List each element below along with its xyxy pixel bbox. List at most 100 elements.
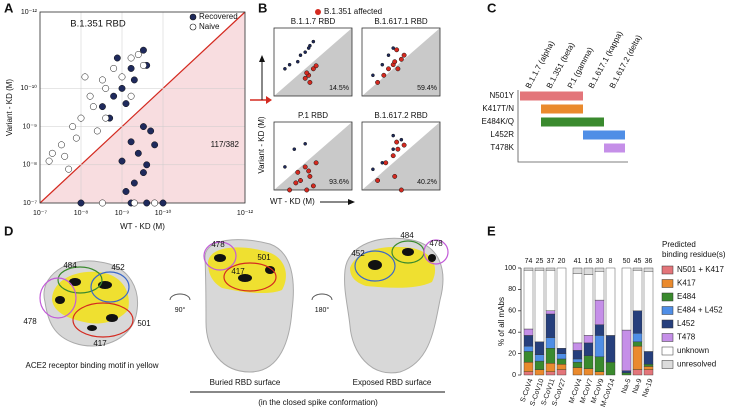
bar-segment xyxy=(594,299,605,325)
site-label: 452 xyxy=(351,249,365,258)
y-tick-label: 60 xyxy=(508,308,516,315)
bar-segment xyxy=(545,348,556,364)
rotation-arrow xyxy=(169,293,191,301)
y-tick-label: 10⁻⁹ xyxy=(23,123,37,130)
legend-label: T478 xyxy=(677,333,696,342)
bar-segment xyxy=(523,371,534,376)
point xyxy=(118,157,126,165)
legend-label: B.1.351 affected xyxy=(324,7,382,16)
bar-segment xyxy=(545,371,556,376)
point xyxy=(392,59,398,65)
site-label: 484 xyxy=(400,231,414,240)
legend-label: E484 + L452 xyxy=(677,306,723,315)
rotation-arrow xyxy=(311,293,333,301)
bar-segment xyxy=(572,273,583,344)
bar-segment xyxy=(605,267,616,336)
matrix-frame xyxy=(517,90,628,163)
legend-label: Recovered xyxy=(199,12,238,21)
y-tick-label: 0 xyxy=(512,372,516,379)
bar-segment xyxy=(534,360,545,370)
bar-segment xyxy=(534,267,545,271)
point xyxy=(304,70,310,76)
point xyxy=(77,199,85,207)
bar-segment xyxy=(643,364,654,367)
caption: (in the closed spike conformation) xyxy=(258,398,378,407)
plot-frame xyxy=(39,11,246,204)
bar-segment xyxy=(583,335,594,344)
point xyxy=(134,51,142,59)
point xyxy=(151,199,159,207)
point xyxy=(139,169,147,177)
site-label: 501 xyxy=(257,253,271,262)
mutation-label: T478K xyxy=(490,143,514,152)
legend-title: Predicted xyxy=(662,240,696,249)
bar-segment xyxy=(605,335,616,363)
annotation: 117/382 xyxy=(211,140,240,149)
point xyxy=(375,79,381,85)
bar-segment xyxy=(556,364,567,370)
point xyxy=(86,92,94,100)
y-tick-label: 10⁻⁷ xyxy=(23,200,37,207)
chart-title: P.1 RBD xyxy=(298,111,328,120)
point xyxy=(143,161,151,169)
point xyxy=(401,142,407,148)
legend-marker xyxy=(189,23,197,31)
point xyxy=(110,64,118,72)
point xyxy=(395,146,401,152)
point xyxy=(295,59,300,64)
count-label: 20 xyxy=(558,258,566,265)
y-tick-label: 10⁻¹⁰ xyxy=(20,84,37,92)
count-label: 45 xyxy=(634,258,642,265)
point xyxy=(307,173,313,179)
caption: Buried RBD surface xyxy=(210,378,281,387)
point xyxy=(143,199,151,207)
x-tick-label: Na-9 xyxy=(632,378,644,395)
point xyxy=(398,56,404,62)
bar-segment xyxy=(523,269,534,330)
point xyxy=(386,66,391,72)
count-label: 74 xyxy=(525,258,533,265)
bar-segment xyxy=(545,267,556,271)
point xyxy=(127,92,135,100)
legend-label: L452 xyxy=(677,319,695,328)
bar-segment xyxy=(594,271,605,301)
legend-swatch xyxy=(661,292,674,302)
bar-segment xyxy=(583,267,594,275)
point xyxy=(113,54,121,62)
panel-letter: C xyxy=(487,0,497,15)
chart-title: B.1.617.1 RBD xyxy=(374,17,428,26)
legend-marker xyxy=(315,9,321,15)
legend-label: unknown xyxy=(677,346,709,355)
bar-segment xyxy=(632,345,643,370)
plot-frame xyxy=(273,27,353,97)
site-label: 501 xyxy=(137,319,151,328)
point xyxy=(45,157,53,165)
point xyxy=(390,153,396,159)
point xyxy=(310,183,316,189)
x-tick-label: Na-19 xyxy=(642,378,655,398)
mutation-span xyxy=(604,143,625,153)
bar-segment xyxy=(643,369,654,376)
point xyxy=(61,152,69,160)
bar-segment xyxy=(572,358,583,363)
count-label: 50 xyxy=(623,258,631,265)
point xyxy=(72,134,80,142)
shaded-region xyxy=(362,122,440,190)
bar-segment xyxy=(534,269,545,343)
shaded-region xyxy=(274,122,352,190)
point xyxy=(380,62,385,67)
x-tick-label: 10⁻¹⁰ xyxy=(155,209,172,217)
shaded-region xyxy=(274,28,352,96)
legend-title: binding residue(s) xyxy=(662,250,726,259)
legend-label: E484 xyxy=(677,292,696,301)
bar-segment xyxy=(545,310,556,315)
bar-segment xyxy=(545,269,556,312)
point xyxy=(399,137,404,142)
point xyxy=(130,179,138,187)
x-axis-title: WT - KD (M) xyxy=(120,222,165,231)
y-axis-title: % of all mAbs xyxy=(497,297,506,346)
arrow-head xyxy=(348,199,355,205)
point xyxy=(375,178,381,183)
bar-segment xyxy=(534,341,545,355)
bar-segment xyxy=(556,348,567,354)
